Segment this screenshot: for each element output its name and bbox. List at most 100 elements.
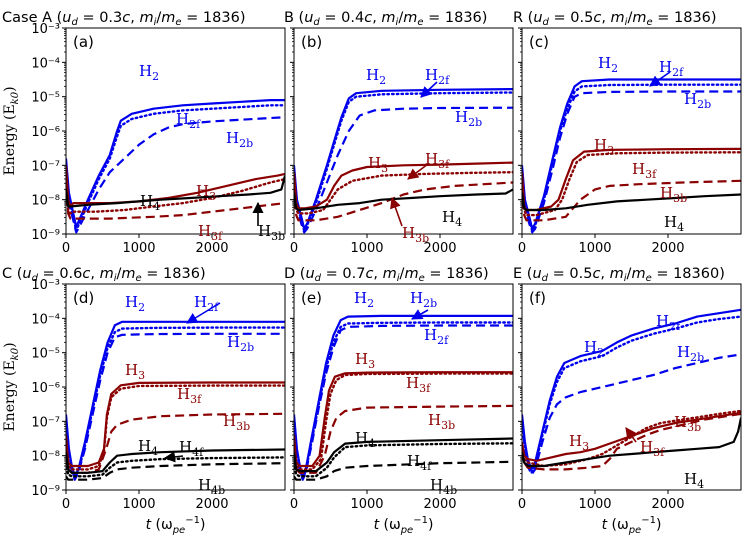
panel-title: D (ud = 0.7c, mi/me = 1836)	[284, 266, 489, 284]
annotation-arrow	[411, 309, 429, 320]
x-tick-label: 2000	[423, 241, 456, 256]
annotation-H3b: H3b	[428, 411, 455, 432]
series-H4f	[294, 442, 513, 478]
annotation-H2b: H2b	[677, 343, 704, 364]
series-H2	[294, 314, 513, 478]
x-tick-label: 2000	[651, 497, 684, 512]
y-tick-label: 10⁻⁸	[31, 194, 60, 209]
annotation-H4: H4	[140, 192, 160, 213]
annotation-H4f: H4f	[407, 452, 432, 473]
annotation-H3f: H3f	[406, 374, 431, 395]
series-H2b	[66, 116, 285, 234]
y-tick-label: 10⁻⁷	[31, 415, 60, 430]
series-H3f	[66, 384, 285, 471]
x-tick-label: 2000	[195, 497, 228, 512]
y-tick-label: 10⁻⁹	[31, 484, 60, 499]
annotation-H2f: H2f	[659, 58, 684, 79]
series-H2b	[522, 90, 741, 234]
annotation-H2: H2	[125, 293, 145, 314]
x-axis-label: t (ωpe−1)	[374, 515, 434, 536]
annotation-arrow	[649, 71, 671, 87]
annotation-H3b: H3b	[660, 184, 687, 205]
annotation-arrow	[390, 196, 403, 227]
annotation-H2f: H2f	[176, 110, 201, 131]
annotation-arrow	[420, 81, 438, 98]
y-tick-label: 10⁻⁵	[31, 91, 60, 106]
x-tick-label: 2000	[651, 241, 684, 256]
annotation-H2: H2	[354, 289, 374, 310]
y-tick-label: 10⁻⁶	[31, 125, 60, 140]
y-tick-label: 10⁻⁹	[31, 228, 60, 243]
annotation-H4: H4	[442, 208, 462, 229]
series-H3b	[522, 412, 741, 471]
annotation-H3b: H3b	[402, 224, 429, 245]
panel-tag: (f)	[529, 289, 546, 307]
annotation-H3f: H3f	[632, 160, 657, 181]
annotation-H2b: H2b	[226, 129, 253, 150]
y-axis-label: Energy (Ek0)	[2, 342, 21, 431]
annotation-H3: H3	[569, 432, 589, 453]
y-tick-label: 10⁻⁵	[31, 347, 60, 362]
x-tick-label: 0	[518, 241, 526, 256]
series-H4f	[66, 456, 285, 478]
series-H2	[522, 78, 741, 230]
panel-title: C (ud = 0.6c, mi/me = 1836)	[2, 266, 206, 284]
x-tick-label: 0	[62, 497, 70, 512]
annotation-H2f: H2f	[424, 326, 449, 347]
series-H2	[294, 88, 513, 230]
y-tick-label: 10⁻³	[31, 22, 60, 37]
annotation-H2: H2	[584, 338, 604, 359]
series-H4	[294, 188, 513, 212]
panel-title: Case A (ud = 0.3c, mi/me = 1836)	[2, 10, 246, 28]
annotation-H3: H3	[368, 154, 388, 175]
series-H3	[66, 381, 285, 468]
series-H4	[522, 192, 741, 212]
annotation-H2f: H2f	[425, 66, 450, 87]
series-H3	[294, 371, 513, 468]
panel-tag: (a)	[73, 33, 94, 51]
annotation-H2b: H2b	[684, 90, 711, 111]
series-H4	[294, 437, 513, 473]
series-H4	[66, 448, 285, 474]
annotation-H3f: H3f	[640, 438, 665, 459]
annotation-H3f: H3f	[198, 222, 223, 243]
series-H2f	[66, 104, 285, 232]
series-H4b	[294, 460, 513, 481]
y-tick-label: 10⁻⁷	[31, 159, 60, 174]
annotation-H4: H4	[355, 429, 375, 450]
panel-title: R (ud = 0.5c, mi/me = 1836)	[513, 10, 717, 28]
y-tick-label: 10⁻⁸	[31, 450, 60, 465]
x-tick-label: 2000	[423, 497, 456, 512]
annotation-H4f: H4f	[179, 438, 204, 459]
annotation-H2f: H2f	[656, 312, 681, 333]
annotation-H3b: H3b	[258, 222, 285, 243]
panel-tag: (c)	[529, 33, 549, 51]
annotation-H4: H4	[664, 213, 684, 234]
x-tick-label: 0	[290, 497, 298, 512]
annotation-H3b: H3b	[674, 413, 701, 434]
annotation-arrow	[407, 163, 429, 180]
x-tick-label: 1000	[578, 497, 611, 512]
x-tick-label: 1000	[122, 497, 155, 512]
panel-6: 0 1000 2000 (f) E (ud = 0.5c, mi/me = 18360)…	[513, 266, 742, 536]
y-tick-label: 10⁻⁶	[31, 381, 60, 396]
annotation-H2b: H2b	[455, 108, 482, 129]
x-tick-label: 0	[62, 241, 70, 256]
x-axis-label: t (ωpe−1)	[146, 515, 206, 536]
series-H2b	[66, 332, 285, 481]
panel-2: 0 1000 2000 (b) B (ud = 0.4c, mi/me = 1836) H…	[284, 10, 514, 256]
panel-4: 10⁻⁹ 10⁻⁸ 10⁻⁷ 10⁻⁶ 10⁻⁵ 10⁻⁴ 10⁻³ 0 1000 2000 (d)…	[2, 266, 286, 536]
annotation-H3: H3	[125, 361, 145, 382]
panel-tag: (e)	[301, 289, 322, 307]
panel-3: 0 1000 2000 (c) R (ud = 0.5c, mi/me = 1836) H…	[513, 10, 742, 256]
series-H3f	[522, 409, 741, 468]
series-H3f	[522, 151, 741, 217]
annotation-H3b: H3b	[223, 412, 250, 433]
annotation-H2: H2	[139, 62, 159, 83]
series-H2b	[294, 106, 513, 234]
series-H3	[66, 165, 285, 208]
x-axis-label: t (ωpe−1)	[602, 515, 662, 536]
x-tick-label: 1000	[350, 241, 383, 256]
x-tick-label: 2000	[195, 241, 228, 256]
x-tick-label: 1000	[350, 497, 383, 512]
